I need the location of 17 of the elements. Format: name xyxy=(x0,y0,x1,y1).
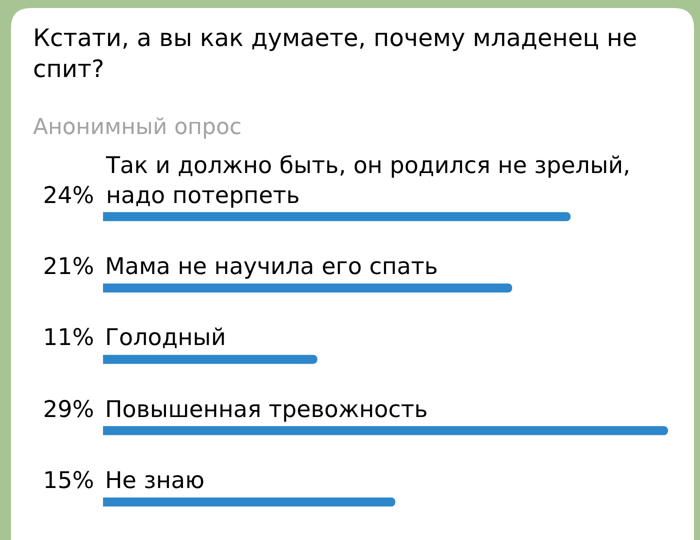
bar xyxy=(103,212,571,222)
y-tick-label: Голодный xyxy=(105,325,226,351)
chart-subtitle: Анонимный опрос xyxy=(33,114,242,140)
y-tick-label: Повышенная тревожность xyxy=(105,397,428,423)
data-label: 15% xyxy=(43,468,94,494)
bar xyxy=(103,284,512,292)
data-label: 29% xyxy=(43,397,94,423)
y-tick-label: Так и должно быть, он родился не зрелый, надо потерпеть xyxy=(105,153,630,209)
bar xyxy=(103,426,668,436)
y-tick-label: Не знаю xyxy=(105,468,204,494)
bar xyxy=(103,498,396,506)
data-label: 24% xyxy=(43,183,94,209)
chart-title: Кстати, а вы как думаете, почему младенец не спит? xyxy=(33,24,638,84)
bar xyxy=(103,354,318,364)
data-label: 11% xyxy=(43,325,94,351)
data-label: 21% xyxy=(43,254,94,280)
y-tick-label: Мама не научила его спать xyxy=(105,254,438,280)
